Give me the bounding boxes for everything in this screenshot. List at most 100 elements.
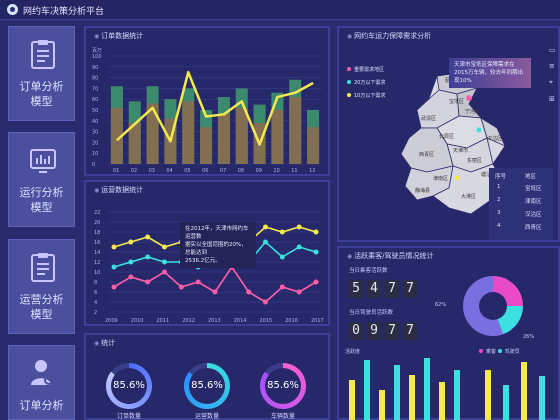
- y-tick-label: 20: [92, 140, 98, 146]
- bar-axis-label: 活跃度: [345, 349, 361, 355]
- ops-pink-point: [195, 279, 201, 285]
- district-label: 西青区: [419, 151, 434, 158]
- ops-tooltip: 在2012年，天津市网约车运营数 据实以全国范围的20%，总能达到 2536.2…: [180, 222, 256, 268]
- panel-title: 统计: [94, 338, 115, 348]
- legend-item-under-10w: 10万以下需求: [347, 92, 385, 99]
- stats-panel: 统计 85.6% 订单数量 85.6% 运营数量 85.6% 车辆数量: [84, 333, 330, 420]
- stat-ring: 85.6%: [260, 363, 306, 409]
- district-label: 宝坻区: [449, 98, 464, 105]
- x-tick-label: 2015: [260, 318, 273, 324]
- y-unit-label: 百万: [92, 48, 102, 54]
- activity-bar: [454, 370, 460, 420]
- x-tick-label: 2012: [182, 318, 195, 324]
- ops-cyan-point: [111, 264, 117, 270]
- x-tick-label: 2010: [131, 318, 144, 324]
- y-tick-label: 22: [94, 210, 100, 216]
- orders-panel: 订单数据统计 百万1009080706050403020100010203040…: [84, 26, 330, 176]
- orders-line: [116, 70, 314, 146]
- digit-tile: 5: [349, 280, 363, 298]
- activity-bar: [485, 370, 491, 420]
- pie-pct-left: 62%: [435, 302, 447, 308]
- nav-business-analysis-model[interactable]: 运营分析 模型: [8, 239, 75, 334]
- ops-pink-point: [162, 269, 167, 275]
- district-label: 东丽区: [467, 157, 482, 164]
- nav-operation-analysis-model[interactable]: 运行分析 模型: [8, 132, 75, 227]
- app-title: 网约车决策分析平台: [23, 7, 105, 17]
- ops-cyan-point: [296, 244, 302, 250]
- legend-label: 重要需求地区: [354, 67, 385, 73]
- ops-pink-point: [296, 289, 302, 295]
- y-tick-label: 8: [94, 280, 97, 286]
- map-side-icons[interactable]: ▭ ≡ ⌖ ⊞: [549, 46, 556, 103]
- monitor-chart-icon: [30, 149, 56, 173]
- clipboard-icon: [31, 253, 55, 282]
- table-header-index: 序号: [495, 174, 507, 180]
- stat-ring: 85.6%: [106, 363, 152, 409]
- digit-tile: 9: [367, 322, 381, 340]
- bar-brown: [235, 107, 248, 164]
- y-tick-label: 40: [92, 119, 98, 125]
- map-marker[interactable]: [454, 175, 460, 181]
- ops-pink-point: [128, 274, 134, 280]
- ops-yellow-point: [279, 229, 285, 235]
- table-cell-index: 3: [497, 210, 501, 216]
- map-marker[interactable]: [476, 127, 482, 133]
- clipboard-icon: [31, 40, 55, 69]
- bar-brown: [128, 122, 141, 164]
- nav-order-analysis-model[interactable]: 订单分析 模型: [8, 26, 75, 121]
- ops-cyan-point: [279, 254, 285, 260]
- ops-pink-point: [246, 289, 252, 295]
- district-label: 汉沽区: [487, 135, 502, 142]
- nav-order-analysis[interactable]: 订单分析: [8, 345, 75, 420]
- map-marker[interactable]: [466, 95, 472, 101]
- y-tick-label: 20: [94, 220, 100, 226]
- district-table: 序号 地区 1 宝坻区 2 津南区 3 汉沽区 4 西青区: [489, 168, 553, 240]
- legend-label: 10万以下需求: [354, 93, 386, 99]
- active-bar-chart: [349, 358, 460, 420]
- y-tick-label: 16: [94, 240, 100, 246]
- table-cell-district[interactable]: 津南区: [525, 199, 542, 205]
- ops-yellow-point: [162, 244, 167, 250]
- legend-label: 乘客: [486, 349, 497, 355]
- activity-bar: [539, 376, 545, 420]
- map-panel: 网约车运力保障需求分析 重要需求地区 20万以下需求 10万以下需求 蓟县 宝坻…: [337, 26, 560, 242]
- table-cell-district[interactable]: 西青区: [525, 225, 542, 231]
- ops-cyan-point: [162, 259, 167, 265]
- activity-bar: [439, 382, 445, 420]
- digit-tile: 7: [403, 322, 417, 340]
- ops-pink-point: [111, 284, 117, 290]
- ops-panel: 运营数据统计 22 20 18 16 14 12 10 8 6 4 2 2009 2010 2011 201…: [84, 180, 330, 326]
- x-tick-label: 07: [220, 168, 226, 174]
- bar-brown: [217, 114, 230, 164]
- ring-label: 运营数量: [194, 413, 219, 420]
- y-tick-label: 12: [94, 260, 100, 266]
- district-label: 塘沽区: [481, 171, 496, 178]
- y-tick-label: 6: [94, 290, 97, 296]
- y-tick-label: 90: [92, 65, 98, 71]
- panel-title: 订单数据统计: [94, 31, 143, 41]
- digit-tile: 4: [367, 280, 381, 298]
- driver-label: 当日驾驶员活跃数: [349, 310, 394, 316]
- y-tick-label: 100: [92, 54, 102, 60]
- ops-yellow-point: [145, 234, 151, 240]
- pie-legend: 乘客 驾驶员: [479, 348, 520, 355]
- map-tooltip: 天津市宝坻区保障需求在 2015万车辆，较去年同期出 现10%: [449, 58, 531, 88]
- y-tick-label: 50: [92, 108, 98, 114]
- table-cell-district[interactable]: 宝坻区: [525, 186, 542, 192]
- nav-label: 订单分析: [19, 399, 64, 412]
- nav-label: 运营分析 模型: [19, 293, 64, 321]
- y-tick-label: 14: [94, 250, 100, 256]
- digit-tile: 7: [403, 280, 417, 298]
- table-header-district: 地区: [525, 174, 537, 180]
- x-tick-label: 06: [202, 168, 208, 174]
- ring-label: 订单数量: [116, 413, 141, 420]
- pie-hole: [479, 292, 507, 320]
- ops-cyan-point: [145, 254, 151, 260]
- ops-pink-point: [212, 289, 218, 295]
- table-cell-district[interactable]: 汉沽区: [525, 212, 542, 218]
- app-logo-icon: [7, 4, 18, 15]
- pie-pct-right: 26%: [523, 334, 535, 340]
- y-tick-label: 4: [94, 300, 97, 306]
